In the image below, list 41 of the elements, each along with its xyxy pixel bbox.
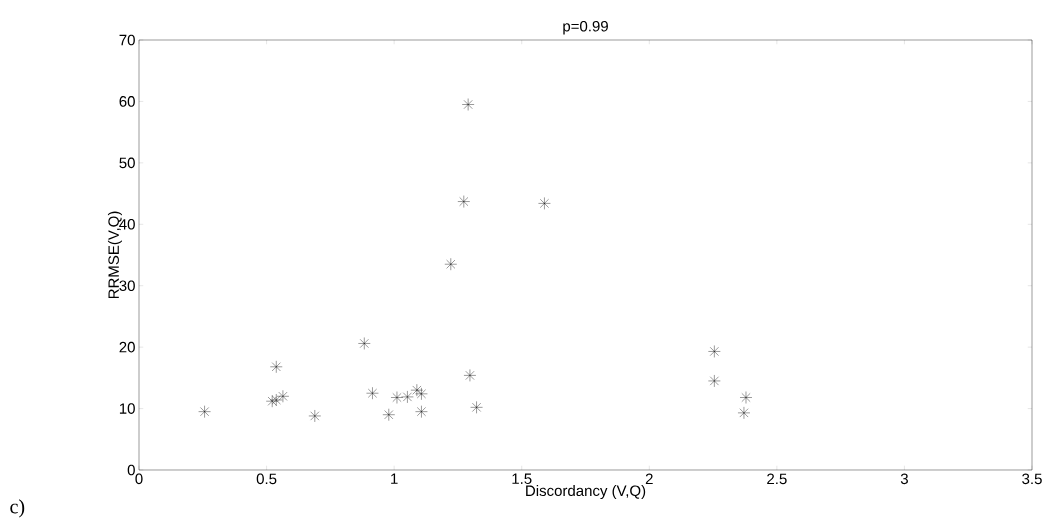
point bbox=[739, 391, 753, 404]
x-tick-label: 0 bbox=[135, 473, 143, 485]
point bbox=[538, 197, 551, 210]
point bbox=[358, 337, 371, 350]
point bbox=[708, 374, 721, 388]
x-tick-label: 0.5 bbox=[256, 473, 277, 485]
point bbox=[470, 401, 483, 414]
point bbox=[265, 395, 279, 408]
point bbox=[308, 409, 321, 423]
point bbox=[401, 390, 414, 404]
point bbox=[390, 391, 404, 404]
x-tick-label: 2 bbox=[645, 473, 653, 485]
y-tick-label: 20 bbox=[119, 341, 135, 353]
point bbox=[410, 383, 424, 397]
point bbox=[463, 369, 477, 382]
point bbox=[270, 360, 283, 373]
chart-title: p=0.99 bbox=[563, 20, 608, 35]
point bbox=[366, 387, 379, 400]
point bbox=[415, 387, 428, 401]
y-tick-label: 70 bbox=[119, 34, 135, 46]
y-tick-label: 50 bbox=[119, 157, 135, 169]
x-tick-label: 1.5 bbox=[512, 473, 532, 484]
y-tick-label: 0 bbox=[127, 464, 135, 476]
x-tick-label: 3.5 bbox=[1022, 473, 1042, 485]
point bbox=[382, 408, 395, 421]
y-tick-label: 60 bbox=[119, 96, 135, 107]
point bbox=[457, 195, 470, 208]
y-tick-label: 10 bbox=[119, 403, 135, 414]
point bbox=[270, 393, 283, 407]
x-axis-title: Discordancy (V,Q) bbox=[526, 485, 646, 499]
point bbox=[415, 405, 428, 418]
point bbox=[198, 405, 211, 418]
text: c) bbox=[10, 499, 25, 518]
x-tick-label: 3 bbox=[900, 473, 908, 485]
point bbox=[444, 258, 457, 271]
point bbox=[708, 345, 721, 358]
point bbox=[276, 390, 290, 403]
point bbox=[461, 98, 475, 111]
point bbox=[737, 406, 751, 420]
x-tick-label: 2.5 bbox=[767, 473, 787, 485]
x-tick-label: 1 bbox=[391, 473, 398, 484]
